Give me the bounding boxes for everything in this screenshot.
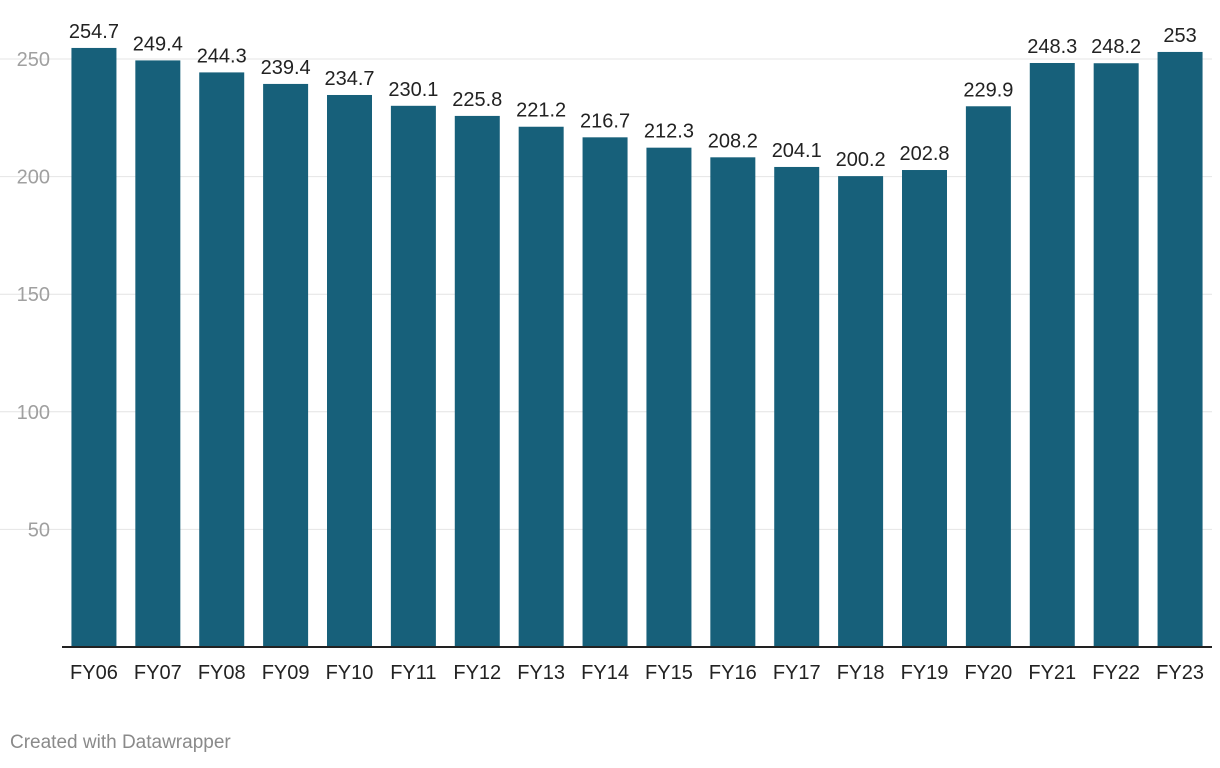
- x-tick-label-fy12: FY12: [453, 662, 501, 684]
- bar-fy23: [1157, 51, 1203, 648]
- x-tick-label-fy22: FY22: [1092, 662, 1140, 684]
- data-label-fy12: 225.8: [452, 89, 502, 111]
- x-tick-label-fy20: FY20: [964, 662, 1012, 684]
- x-tick-label-fy18: FY18: [837, 662, 885, 684]
- datawrapper-credit: Created with Datawrapper: [10, 732, 231, 753]
- bar-fy17: [774, 166, 820, 648]
- data-label-fy14: 216.7: [580, 110, 630, 132]
- data-label-fy17: 204.1: [772, 140, 822, 162]
- y-tick-label-100: 100: [17, 402, 50, 424]
- bar-fy08: [199, 72, 245, 648]
- x-tick-label-fy23: FY23: [1156, 662, 1204, 684]
- x-tick-label-fy08: FY08: [198, 662, 246, 684]
- y-tick-label-250: 250: [17, 49, 50, 71]
- bar-fy19: [902, 170, 947, 647]
- x-tick-label-fy17: FY17: [773, 662, 821, 684]
- x-tick-label-fy13: FY13: [517, 662, 565, 684]
- bar-fy15: [646, 147, 692, 647]
- data-label-fy10: 234.7: [324, 68, 374, 90]
- data-label-fy07: 249.4: [133, 33, 183, 55]
- bar-fy14: [582, 137, 628, 647]
- y-tick-label-150: 150: [17, 284, 50, 306]
- bar-fy11: [390, 105, 436, 647]
- bar-fy09: [263, 83, 309, 647]
- x-tick-label-fy14: FY14: [581, 662, 629, 684]
- data-label-fy21: 248.3: [1027, 36, 1077, 58]
- data-label-fy22: 248.2: [1091, 36, 1141, 58]
- x-tick-label-fy11: FY11: [390, 662, 436, 684]
- y-tick-label-200: 200: [17, 167, 50, 189]
- data-label-fy13: 221.2: [516, 100, 566, 122]
- data-label-fy16: 208.2: [708, 130, 758, 152]
- data-label-fy06: 254.7: [69, 21, 119, 43]
- bar-fy12: [454, 115, 500, 648]
- data-label-fy11: 230.1: [388, 79, 438, 101]
- bar-fy13: [518, 126, 564, 647]
- x-tick-label-fy19: FY19: [901, 662, 949, 684]
- bar-fy21: [1029, 62, 1075, 647]
- bar-fy06: [71, 47, 117, 647]
- data-label-fy15: 212.3: [644, 121, 694, 143]
- x-tick-label-fy16: FY16: [709, 662, 757, 684]
- data-label-fy23: 253: [1163, 25, 1196, 47]
- x-tick-label-fy09: FY09: [262, 662, 310, 684]
- data-label-fy08: 244.3: [197, 45, 247, 67]
- data-label-fy20: 229.9: [963, 79, 1013, 101]
- x-tick-label-fy21: FY21: [1028, 662, 1076, 684]
- y-tick-label-50: 50: [28, 519, 50, 541]
- x-tick-label-fy06: FY06: [70, 662, 118, 684]
- bar-fy16: [710, 157, 756, 647]
- bar-fy18: [838, 176, 884, 648]
- x-tick-label-fy15: FY15: [645, 662, 693, 684]
- x-tick-label-fy07: FY07: [134, 662, 182, 684]
- bar-fy10: [327, 94, 372, 648]
- data-label-fy18: 200.2: [836, 149, 886, 171]
- bar-fy20: [965, 106, 1011, 647]
- x-tick-label-fy10: FY10: [326, 662, 374, 684]
- data-label-fy19: 202.8: [899, 143, 949, 165]
- data-label-fy09: 239.4: [261, 57, 311, 79]
- bar-fy22: [1093, 63, 1139, 648]
- bar-fy07: [135, 60, 181, 648]
